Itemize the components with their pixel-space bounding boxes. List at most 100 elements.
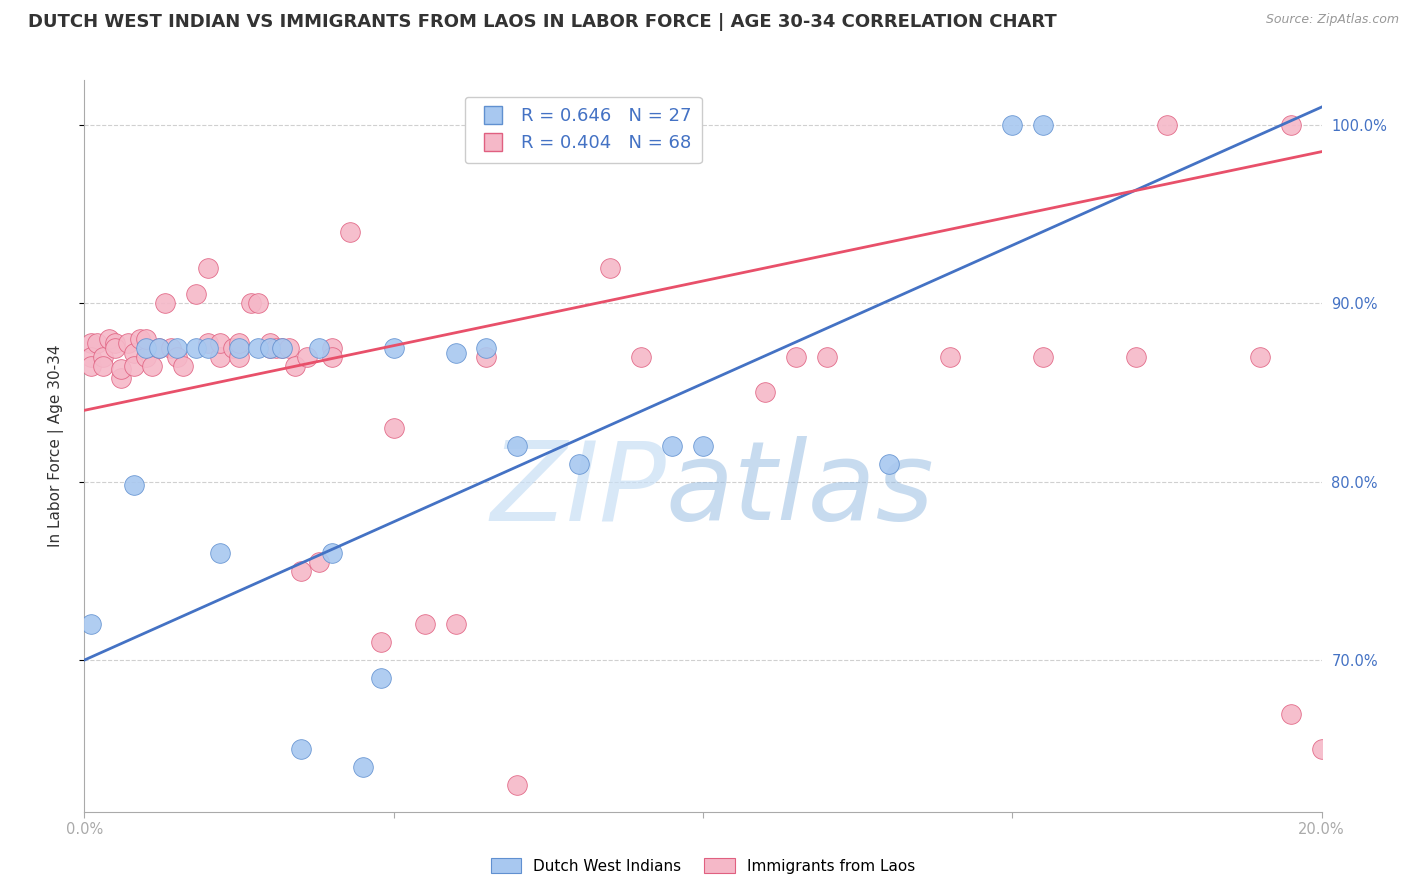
Point	[209, 335, 232, 350]
Point	[692, 439, 714, 453]
Point	[79, 617, 101, 632]
Point	[382, 341, 405, 355]
Point	[228, 335, 250, 350]
Point	[79, 335, 101, 350]
Point	[259, 341, 281, 355]
Point	[184, 341, 207, 355]
Point	[284, 359, 307, 373]
Point	[308, 341, 330, 355]
Point	[264, 341, 287, 355]
Point	[1249, 350, 1271, 364]
Point	[1310, 742, 1333, 756]
Point	[277, 341, 299, 355]
Point	[444, 346, 467, 360]
Point	[339, 225, 361, 239]
Point	[91, 359, 114, 373]
Point	[228, 341, 250, 355]
Point	[321, 350, 343, 364]
Point	[630, 350, 652, 364]
Point	[815, 350, 838, 364]
Point	[290, 742, 312, 756]
Point	[1279, 118, 1302, 132]
Point	[444, 617, 467, 632]
Point	[122, 478, 145, 492]
Point	[1279, 706, 1302, 721]
Point	[506, 778, 529, 792]
Point	[184, 287, 207, 301]
Point	[382, 421, 405, 435]
Point	[754, 385, 776, 400]
Point	[98, 332, 121, 346]
Point	[209, 350, 232, 364]
Point	[568, 118, 591, 132]
Point	[135, 341, 157, 355]
Point	[246, 296, 269, 310]
Point	[197, 335, 219, 350]
Point	[148, 341, 170, 355]
Point	[91, 350, 114, 364]
Point	[506, 439, 529, 453]
Point	[519, 118, 541, 132]
Legend: Dutch West Indians, Immigrants from Laos: Dutch West Indians, Immigrants from Laos	[485, 852, 921, 880]
Point	[271, 341, 294, 355]
Point	[475, 350, 498, 364]
Legend: R = 0.646   N = 27, R = 0.404   N = 68: R = 0.646 N = 27, R = 0.404 N = 68	[464, 96, 702, 163]
Point	[599, 260, 621, 275]
Point	[568, 457, 591, 471]
Point	[543, 118, 565, 132]
Point	[135, 350, 157, 364]
Point	[110, 362, 132, 376]
Point	[228, 350, 250, 364]
Text: atlas: atlas	[666, 436, 935, 543]
Point	[661, 439, 683, 453]
Point	[166, 341, 188, 355]
Point	[222, 341, 245, 355]
Point	[321, 546, 343, 560]
Point	[259, 335, 281, 350]
Point	[295, 350, 318, 364]
Point	[1032, 350, 1054, 364]
Point	[259, 341, 281, 355]
Point	[122, 359, 145, 373]
Point	[271, 341, 294, 355]
Point	[413, 617, 436, 632]
Text: DUTCH WEST INDIAN VS IMMIGRANTS FROM LAOS IN LABOR FORCE | AGE 30-34 CORRELATION: DUTCH WEST INDIAN VS IMMIGRANTS FROM LAO…	[28, 13, 1057, 31]
Point	[1001, 118, 1024, 132]
Point	[104, 341, 127, 355]
Point	[939, 350, 962, 364]
Point	[79, 359, 101, 373]
Point	[352, 760, 374, 774]
Point	[172, 359, 194, 373]
Point	[166, 350, 188, 364]
Point	[1032, 118, 1054, 132]
Point	[290, 564, 312, 578]
Point	[537, 118, 560, 132]
Point	[122, 346, 145, 360]
Point	[475, 341, 498, 355]
Point	[104, 335, 127, 350]
Point	[141, 359, 163, 373]
Point	[246, 341, 269, 355]
Y-axis label: In Labor Force | Age 30-34: In Labor Force | Age 30-34	[48, 344, 63, 548]
Text: ZIP: ZIP	[491, 436, 666, 543]
Point	[785, 350, 807, 364]
Point	[79, 350, 101, 364]
Point	[1125, 350, 1147, 364]
Point	[1156, 118, 1178, 132]
Point	[160, 341, 183, 355]
Point	[148, 341, 170, 355]
Point	[117, 335, 139, 350]
Point	[308, 555, 330, 569]
Point	[321, 341, 343, 355]
Point	[197, 260, 219, 275]
Point	[209, 546, 232, 560]
Point	[110, 371, 132, 385]
Point	[153, 296, 176, 310]
Text: Source: ZipAtlas.com: Source: ZipAtlas.com	[1265, 13, 1399, 27]
Point	[135, 332, 157, 346]
Point	[240, 296, 263, 310]
Point	[197, 341, 219, 355]
Point	[370, 635, 392, 649]
Point	[129, 332, 152, 346]
Point	[370, 671, 392, 685]
